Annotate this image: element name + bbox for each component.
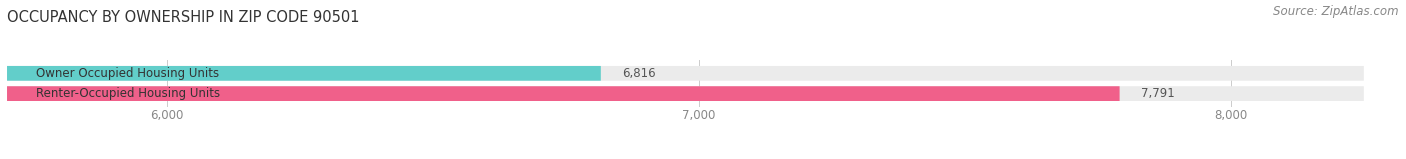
FancyBboxPatch shape	[7, 66, 600, 81]
Text: 7,791: 7,791	[1140, 87, 1174, 100]
Text: Owner Occupied Housing Units: Owner Occupied Housing Units	[37, 67, 219, 80]
FancyBboxPatch shape	[7, 66, 1364, 81]
Text: Renter-Occupied Housing Units: Renter-Occupied Housing Units	[37, 87, 221, 100]
Text: 6,816: 6,816	[621, 67, 655, 80]
Text: OCCUPANCY BY OWNERSHIP IN ZIP CODE 90501: OCCUPANCY BY OWNERSHIP IN ZIP CODE 90501	[7, 10, 360, 24]
FancyBboxPatch shape	[7, 86, 1119, 101]
Text: Source: ZipAtlas.com: Source: ZipAtlas.com	[1274, 5, 1399, 18]
FancyBboxPatch shape	[7, 86, 1364, 101]
